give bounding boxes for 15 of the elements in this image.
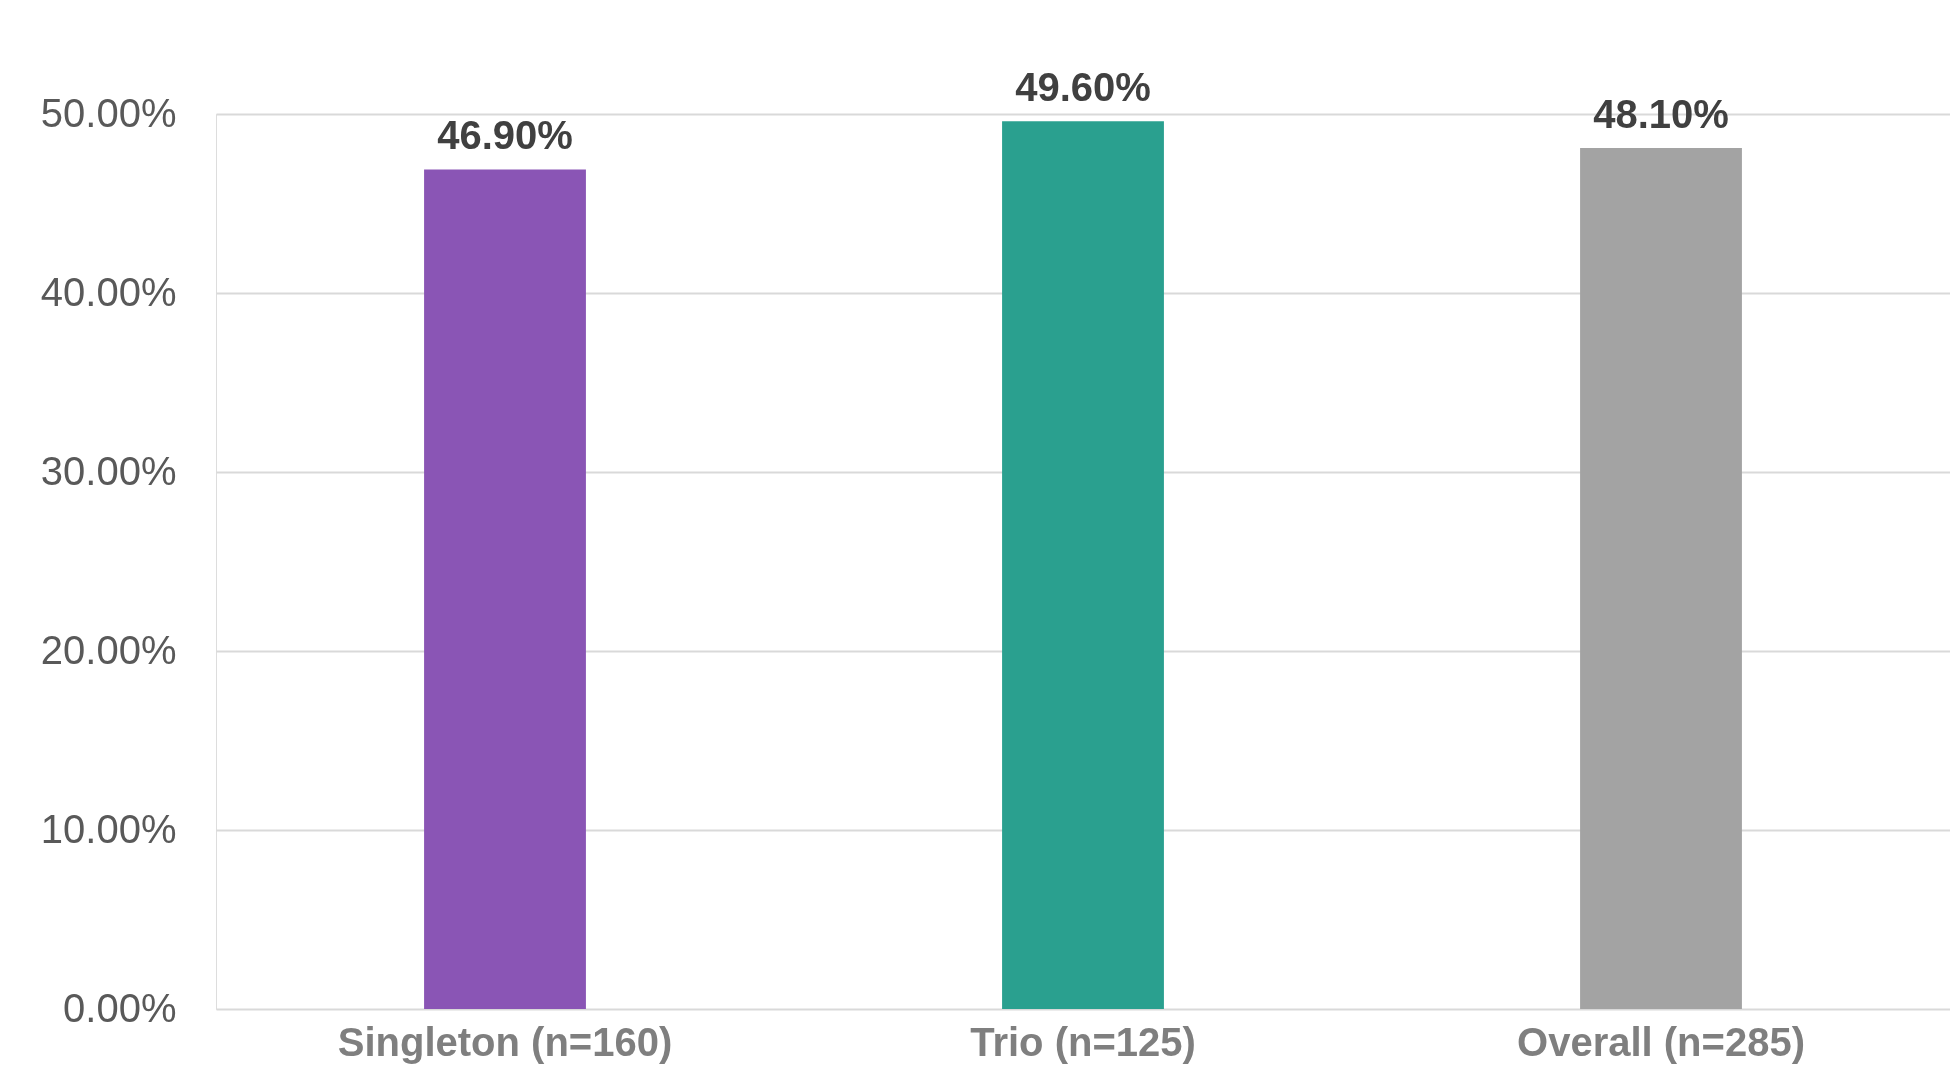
x-tick-label: Trio (n=125) xyxy=(970,1019,1196,1064)
data-label: 46.90% xyxy=(437,113,573,158)
bar xyxy=(424,169,586,1009)
x-tick-label: Overall (n=285) xyxy=(1517,1019,1805,1064)
bar xyxy=(1580,148,1742,1009)
x-tick-label: Singleton (n=160) xyxy=(337,1019,673,1064)
y-tick-label: 0.00% xyxy=(63,985,177,1030)
y-tick-label: 30.00% xyxy=(40,448,177,493)
y-tick-label: 10.00% xyxy=(40,806,177,851)
data-label: 49.60% xyxy=(1015,65,1151,110)
bar xyxy=(1002,121,1164,1009)
y-tick-label: 20.00% xyxy=(40,627,177,672)
y-tick-label: 50.00% xyxy=(40,90,177,135)
y-tick-label: 40.00% xyxy=(40,269,177,314)
data-label: 48.10% xyxy=(1593,92,1729,137)
